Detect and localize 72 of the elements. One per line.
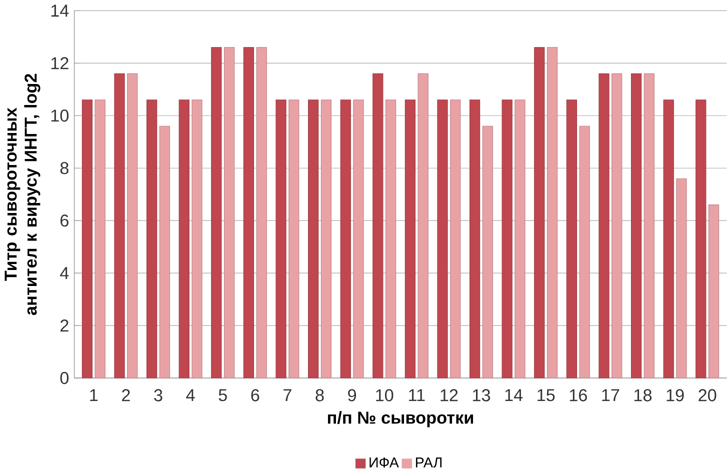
x-tick-label: 19 (666, 389, 684, 402)
bar (598, 73, 610, 378)
x-tick-label: 6 (251, 389, 260, 402)
bar (243, 46, 254, 378)
y-tick-label: 4 (60, 267, 69, 279)
bar (450, 99, 461, 378)
x-tick-label: 16 (570, 389, 587, 402)
x-tick-label: 2 (122, 389, 130, 402)
bar (502, 99, 512, 378)
bar (514, 99, 526, 378)
x-tick-label: 20 (698, 389, 716, 402)
bar (127, 73, 138, 378)
y-tick-label: 6 (60, 214, 68, 227)
x-axis-title: п/п № сыворотки (328, 411, 474, 428)
x-tick-label: 1 (90, 389, 98, 401)
bar (82, 99, 93, 378)
x-tick-label: 18 (634, 389, 652, 402)
bar (644, 73, 654, 378)
bar (159, 126, 170, 378)
bar (404, 99, 416, 378)
bar (437, 99, 448, 378)
x-tick-label: 14 (505, 389, 523, 401)
x-tick-label: 8 (316, 389, 324, 402)
legend-label: РАЛ (416, 457, 442, 468)
bar (579, 126, 590, 378)
bar (418, 73, 428, 378)
y-tick-label: 10 (51, 109, 69, 122)
bar (372, 73, 384, 378)
bar (224, 46, 235, 378)
bar (534, 46, 545, 378)
bar (256, 46, 267, 378)
y-tick-label: 0 (60, 372, 69, 384)
x-tick-label: 11 (409, 389, 425, 401)
bar (663, 99, 674, 378)
bar (708, 204, 720, 378)
x-tick-label: 4 (186, 389, 195, 401)
bar (566, 99, 578, 378)
bar (340, 99, 351, 378)
bar (211, 46, 222, 378)
y-tick-label: 14 (51, 4, 69, 16)
x-tick-label: 3 (154, 389, 162, 402)
x-tick-label: 13 (472, 389, 490, 402)
bar (192, 99, 202, 378)
bar (612, 73, 622, 378)
bar (482, 126, 493, 378)
x-tick-label: 7 (284, 389, 292, 401)
bar (320, 99, 332, 378)
bar (94, 99, 106, 378)
x-tick-label: 15 (538, 389, 555, 402)
x-tick-label: 9 (348, 389, 356, 402)
bar (546, 46, 558, 378)
y-tick-label: 2 (60, 319, 68, 332)
bar (353, 99, 364, 378)
x-tick-label: 10 (376, 389, 394, 402)
bar (470, 99, 480, 378)
bar (276, 99, 286, 378)
bar (146, 99, 158, 378)
y-axis-title: Титр сывороточных антител к вирусу ИНГТ, log2 (4, 74, 40, 315)
bar (178, 99, 190, 378)
bar (696, 99, 706, 378)
bar (308, 99, 319, 378)
x-tick-label: 5 (218, 389, 227, 402)
y-tick-label: 8 (60, 162, 68, 174)
y-tick-label: 12 (51, 57, 68, 70)
legend-label: ИФА (370, 457, 399, 468)
bar (676, 178, 687, 378)
x-tick-label: 17 (602, 389, 620, 401)
x-tick-label: 12 (440, 389, 458, 402)
bar (114, 73, 125, 378)
bar (385, 99, 396, 378)
bar (288, 99, 300, 378)
bar (630, 73, 642, 378)
